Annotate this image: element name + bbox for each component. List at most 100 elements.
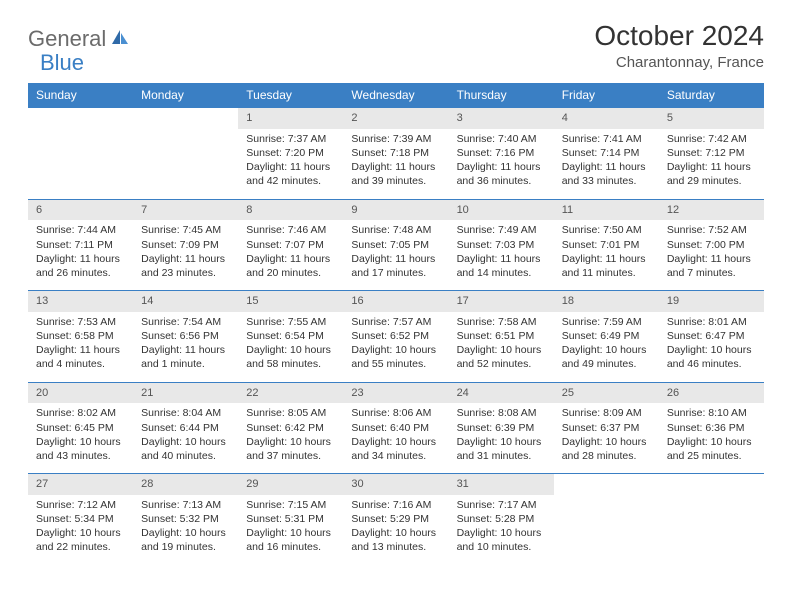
- week-row: 6Sunrise: 7:44 AMSunset: 7:11 PMDaylight…: [28, 199, 764, 291]
- day-line: and 55 minutes.: [351, 357, 440, 371]
- day-cell: 26Sunrise: 8:10 AMSunset: 6:36 PMDayligh…: [659, 382, 764, 474]
- day-line: Sunrise: 7:41 AM: [562, 132, 651, 146]
- day-line: Sunset: 6:58 PM: [36, 329, 125, 343]
- day-line: Sunset: 6:36 PM: [667, 421, 756, 435]
- day-line: Daylight: 10 hours: [457, 343, 546, 357]
- day-data: Sunrise: 7:37 AMSunset: 7:20 PMDaylight:…: [238, 129, 343, 199]
- day-line: Daylight: 11 hours: [36, 343, 125, 357]
- day-line: Sunrise: 8:02 AM: [36, 406, 125, 420]
- day-number: 29: [238, 474, 343, 495]
- day-line: Daylight: 10 hours: [457, 526, 546, 540]
- day-number: 22: [238, 383, 343, 404]
- day-line: and 13 minutes.: [351, 540, 440, 554]
- day-number: 31: [449, 474, 554, 495]
- day-data: Sunrise: 8:10 AMSunset: 6:36 PMDaylight:…: [659, 403, 764, 473]
- day-line: Sunrise: 8:05 AM: [246, 406, 335, 420]
- day-line: Daylight: 10 hours: [351, 526, 440, 540]
- logo-text-general: General: [28, 26, 106, 52]
- day-line: and 16 minutes.: [246, 540, 335, 554]
- day-line: and 7 minutes.: [667, 266, 756, 280]
- day-cell: 14Sunrise: 7:54 AMSunset: 6:56 PMDayligh…: [133, 291, 238, 383]
- day-line: Daylight: 10 hours: [351, 435, 440, 449]
- day-line: Daylight: 10 hours: [351, 343, 440, 357]
- day-line: Daylight: 10 hours: [562, 343, 651, 357]
- week-row: 27Sunrise: 7:12 AMSunset: 5:34 PMDayligh…: [28, 474, 764, 565]
- day-data: Sunrise: 8:05 AMSunset: 6:42 PMDaylight:…: [238, 403, 343, 473]
- day-cell: 23Sunrise: 8:06 AMSunset: 6:40 PMDayligh…: [343, 382, 448, 474]
- day-cell: 25Sunrise: 8:09 AMSunset: 6:37 PMDayligh…: [554, 382, 659, 474]
- day-line: Daylight: 10 hours: [36, 526, 125, 540]
- day-line: Daylight: 11 hours: [351, 252, 440, 266]
- day-number: 9: [343, 200, 448, 221]
- day-line: Sunrise: 7:50 AM: [562, 223, 651, 237]
- day-number: 13: [28, 291, 133, 312]
- day-line: Sunset: 7:12 PM: [667, 146, 756, 160]
- day-line: Daylight: 10 hours: [562, 435, 651, 449]
- day-line: and 17 minutes.: [351, 266, 440, 280]
- day-line: and 28 minutes.: [562, 449, 651, 463]
- day-number: 26: [659, 383, 764, 404]
- day-line: and 46 minutes.: [667, 357, 756, 371]
- day-cell: 28Sunrise: 7:13 AMSunset: 5:32 PMDayligh…: [133, 474, 238, 565]
- day-line: Sunrise: 7:42 AM: [667, 132, 756, 146]
- day-cell: 27Sunrise: 7:12 AMSunset: 5:34 PMDayligh…: [28, 474, 133, 565]
- day-data: Sunrise: 7:45 AMSunset: 7:09 PMDaylight:…: [133, 220, 238, 290]
- day-number: 8: [238, 200, 343, 221]
- day-line: and 10 minutes.: [457, 540, 546, 554]
- day-line: Daylight: 11 hours: [667, 160, 756, 174]
- day-line: Daylight: 10 hours: [246, 343, 335, 357]
- day-number: 11: [554, 200, 659, 221]
- weekday-header: Tuesday: [238, 83, 343, 108]
- day-cell: 3Sunrise: 7:40 AMSunset: 7:16 PMDaylight…: [449, 108, 554, 200]
- day-line: Sunrise: 7:49 AM: [457, 223, 546, 237]
- day-line: Sunrise: 7:48 AM: [351, 223, 440, 237]
- day-number: [28, 108, 133, 129]
- day-cell: 29Sunrise: 7:15 AMSunset: 5:31 PMDayligh…: [238, 474, 343, 565]
- day-data: Sunrise: 8:08 AMSunset: 6:39 PMDaylight:…: [449, 403, 554, 473]
- day-line: Daylight: 10 hours: [36, 435, 125, 449]
- day-line: Sunrise: 7:40 AM: [457, 132, 546, 146]
- day-line: Daylight: 10 hours: [246, 435, 335, 449]
- day-line: Sunset: 6:51 PM: [457, 329, 546, 343]
- day-data: Sunrise: 7:41 AMSunset: 7:14 PMDaylight:…: [554, 129, 659, 199]
- day-line: Sunset: 5:28 PM: [457, 512, 546, 526]
- weekday-header: Monday: [133, 83, 238, 108]
- day-line: Sunrise: 7:45 AM: [141, 223, 230, 237]
- day-line: Sunrise: 8:01 AM: [667, 315, 756, 329]
- day-line: and 20 minutes.: [246, 266, 335, 280]
- weekday-header: Wednesday: [343, 83, 448, 108]
- day-cell: 1Sunrise: 7:37 AMSunset: 7:20 PMDaylight…: [238, 108, 343, 200]
- day-line: Sunrise: 7:17 AM: [457, 498, 546, 512]
- day-data: Sunrise: 7:17 AMSunset: 5:28 PMDaylight:…: [449, 495, 554, 565]
- week-row: 1Sunrise: 7:37 AMSunset: 7:20 PMDaylight…: [28, 108, 764, 200]
- day-number: 6: [28, 200, 133, 221]
- day-line: Sunrise: 7:39 AM: [351, 132, 440, 146]
- day-data: Sunrise: 7:15 AMSunset: 5:31 PMDaylight:…: [238, 495, 343, 565]
- day-cell: 6Sunrise: 7:44 AMSunset: 7:11 PMDaylight…: [28, 199, 133, 291]
- day-line: and 23 minutes.: [141, 266, 230, 280]
- day-line: Daylight: 10 hours: [141, 435, 230, 449]
- day-line: and 34 minutes.: [351, 449, 440, 463]
- day-data: Sunrise: 7:57 AMSunset: 6:52 PMDaylight:…: [343, 312, 448, 382]
- day-line: Sunset: 7:20 PM: [246, 146, 335, 160]
- day-data: [28, 129, 133, 142]
- day-line: Sunset: 7:07 PM: [246, 238, 335, 252]
- day-line: Sunset: 6:40 PM: [351, 421, 440, 435]
- day-cell: 15Sunrise: 7:55 AMSunset: 6:54 PMDayligh…: [238, 291, 343, 383]
- day-number: 2: [343, 108, 448, 129]
- day-line: Sunset: 6:49 PM: [562, 329, 651, 343]
- logo-blue-row: Blue: [40, 50, 84, 76]
- day-line: Sunset: 5:32 PM: [141, 512, 230, 526]
- day-number: 15: [238, 291, 343, 312]
- day-cell: [659, 474, 764, 565]
- month-title: October 2024: [594, 20, 764, 52]
- day-data: Sunrise: 7:42 AMSunset: 7:12 PMDaylight:…: [659, 129, 764, 199]
- day-cell: 22Sunrise: 8:05 AMSunset: 6:42 PMDayligh…: [238, 382, 343, 474]
- day-line: Sunrise: 7:53 AM: [36, 315, 125, 329]
- day-number: 14: [133, 291, 238, 312]
- day-line: Sunrise: 8:10 AM: [667, 406, 756, 420]
- day-line: Sunset: 6:47 PM: [667, 329, 756, 343]
- day-data: Sunrise: 7:59 AMSunset: 6:49 PMDaylight:…: [554, 312, 659, 382]
- day-number: 30: [343, 474, 448, 495]
- day-line: Sunset: 6:45 PM: [36, 421, 125, 435]
